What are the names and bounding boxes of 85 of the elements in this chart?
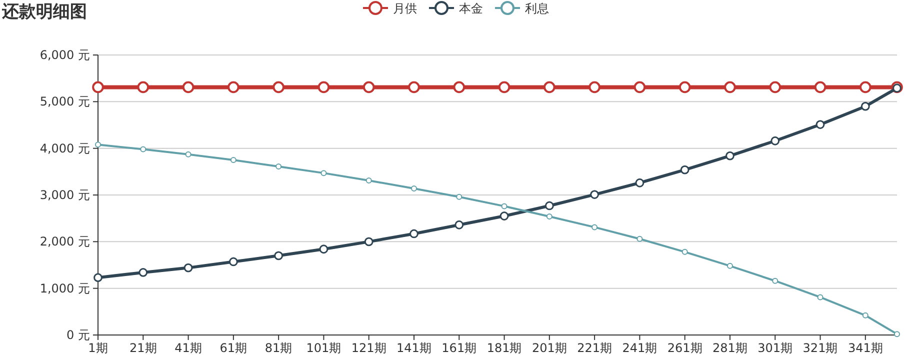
point [892,84,902,93]
legend-label: 本金 [459,2,483,16]
point [274,251,284,260]
point [454,220,464,230]
x-tick-label: 241期 [622,341,658,355]
point [588,81,600,94]
x-tick-label: 281期 [712,341,748,355]
point [544,201,554,210]
x-tick-label: 101期 [306,341,342,355]
point [772,278,778,284]
point [320,170,327,176]
point [682,248,688,255]
point [319,244,328,254]
x-tick-label: 181期 [486,341,522,355]
x-tick-label: 161期 [442,341,477,355]
x-tick-label: 321期 [802,341,838,355]
point [817,294,824,300]
x-tick-label: 121期 [351,341,386,355]
point [726,262,733,269]
point [366,178,372,184]
point [500,212,509,220]
x-tick-label: 21期 [130,341,157,355]
x-tick-label: 61期 [220,341,248,355]
point [182,81,194,94]
point [228,257,238,266]
point [230,157,236,163]
point [862,312,868,318]
point [546,213,552,220]
point [410,185,417,192]
x-tick-label: 301期 [758,341,793,355]
point [544,81,556,94]
y-tick-label: 0 元 [66,328,90,342]
point [814,81,826,94]
y-tick-label: 2,000 元 [40,234,90,249]
y-tick-label: 1,000 元 [40,281,90,296]
point [860,81,872,94]
y-tick-label: 3,000 元 [40,188,90,202]
x-tick-label: 1期 [88,341,108,355]
point [635,178,644,188]
point [228,81,240,94]
point [318,81,330,94]
point [184,263,193,272]
point [94,273,102,282]
y-tick-label: 4,000 元 [40,141,90,156]
point [408,81,420,94]
legend-label: 月供 [393,2,417,16]
point [816,120,825,129]
point [95,142,101,148]
point [678,81,691,94]
legend-label: 利息 [525,2,549,16]
x-tick-label: 341期 [848,341,883,355]
x-tick-label: 221期 [577,341,612,355]
x-tick-label: 41期 [174,341,202,355]
point [364,237,374,246]
x-tick-label: 261期 [667,341,702,355]
point [636,236,643,242]
point [137,81,150,94]
point [185,151,192,158]
point [590,190,600,199]
point [272,81,284,94]
x-tick-label: 201期 [532,341,567,355]
point [498,81,510,94]
point [410,229,418,238]
point [724,81,736,94]
point [592,224,598,230]
point [456,194,462,200]
point [453,81,466,94]
point [769,81,782,94]
point [362,81,375,94]
y-tick-label: 5,000 元 [40,94,90,109]
x-tick-label: 81期 [264,341,292,355]
point [140,146,146,152]
point [501,203,508,210]
point [634,81,646,94]
point [894,331,900,338]
x-tick-label: 141期 [396,341,432,355]
point [138,268,148,277]
point [726,151,734,160]
point [860,102,870,111]
point [680,165,690,174]
point [92,81,104,94]
point [276,164,282,170]
y-tick-label: 6,000 元 [40,48,90,62]
point [770,136,780,146]
chart-title: 还款明细图 [1,2,87,22]
